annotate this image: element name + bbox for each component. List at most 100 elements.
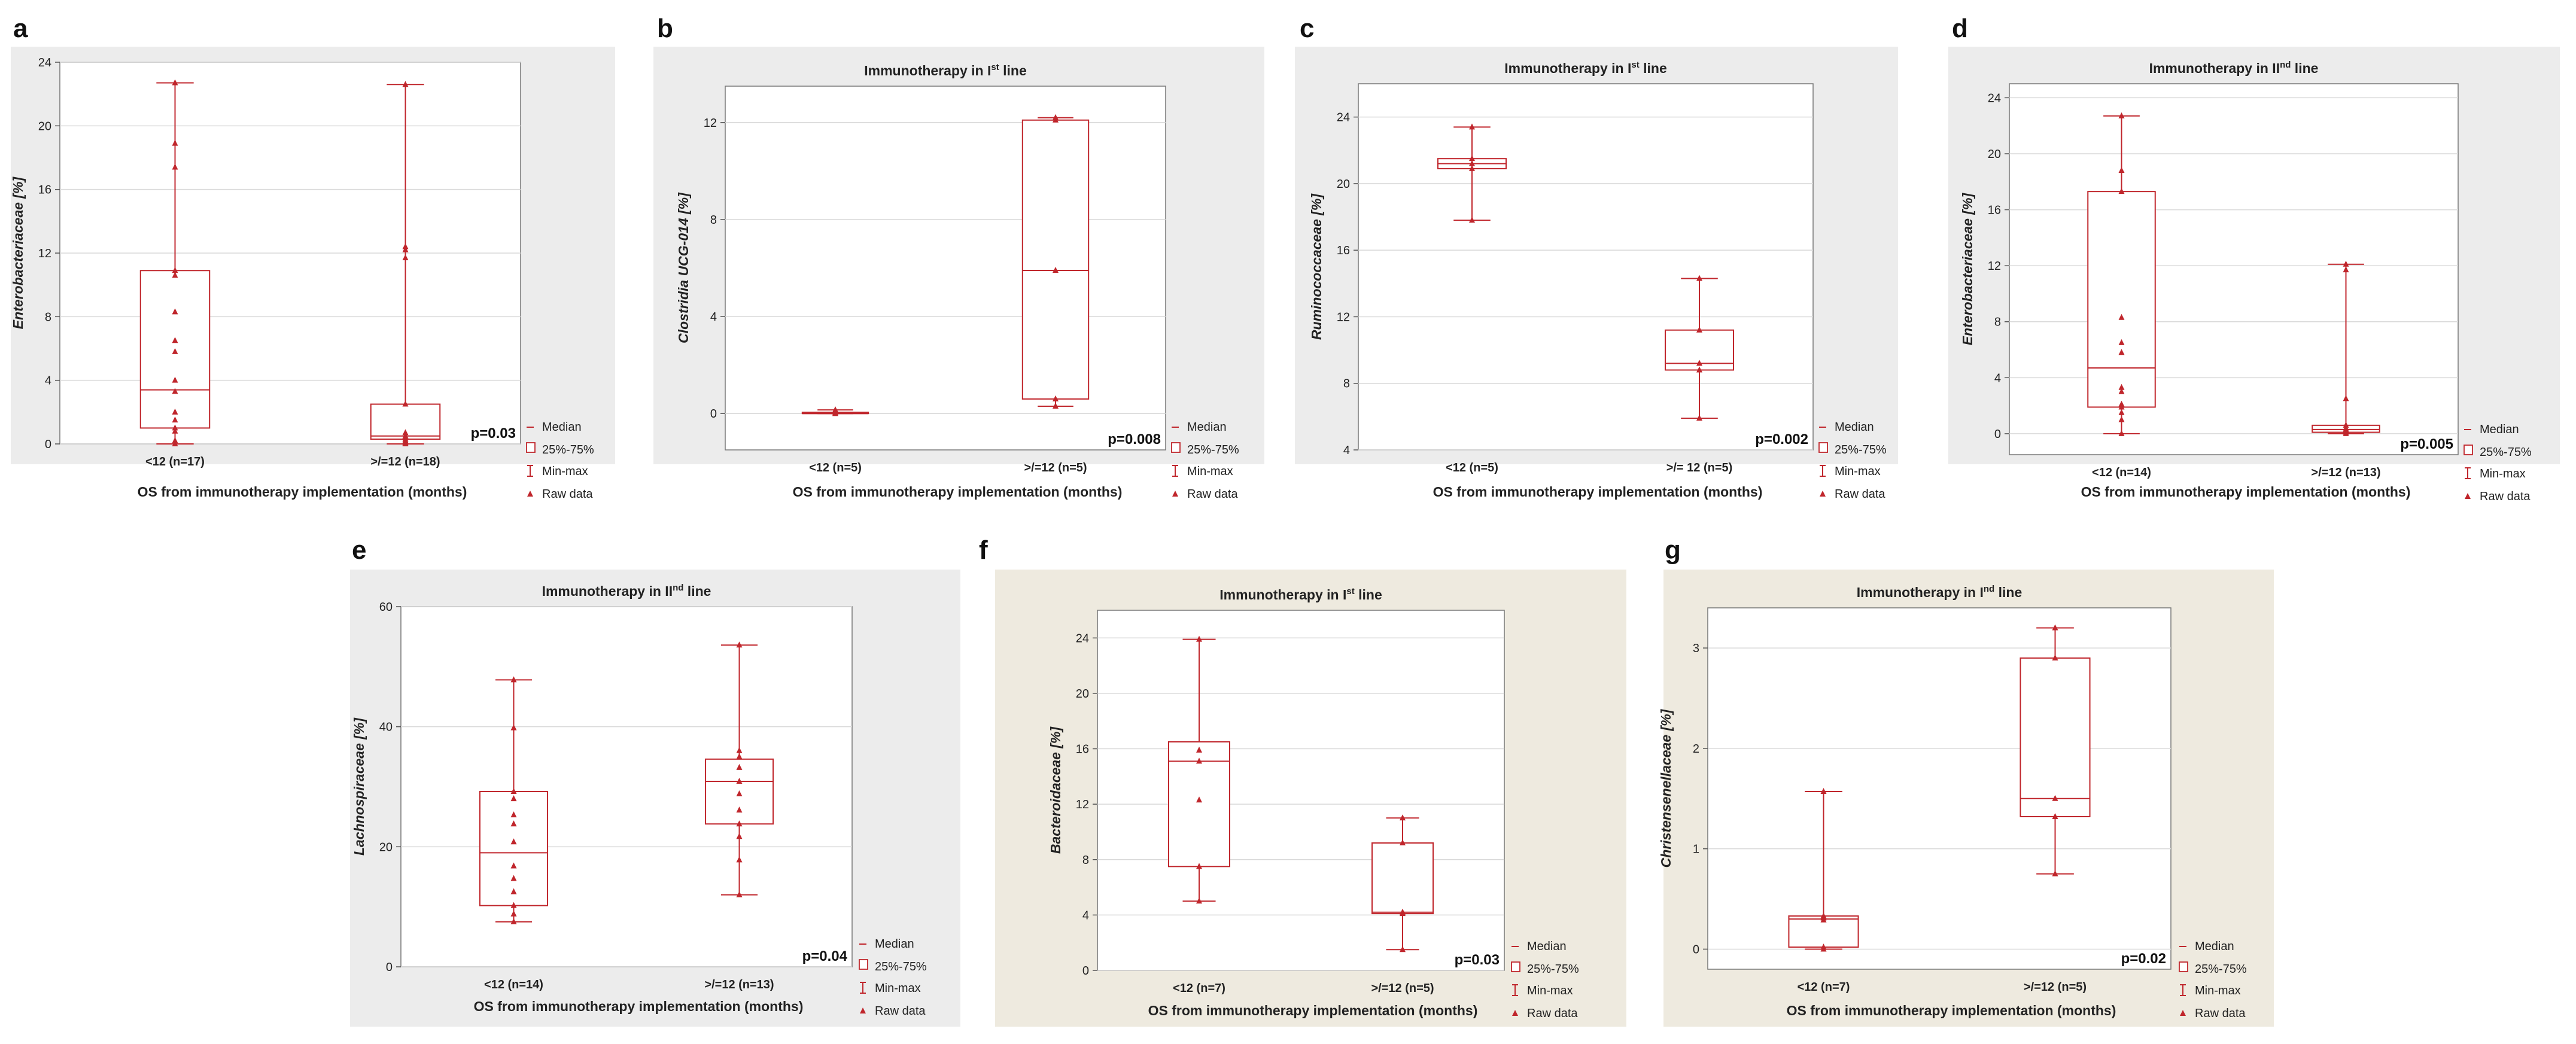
y-tick-label: 24 <box>1076 632 1089 645</box>
title-end: line <box>683 583 711 599</box>
y-tick-label: 40 <box>379 721 393 734</box>
panel-letter: f <box>979 535 988 565</box>
iqr-box <box>479 791 549 906</box>
legend-minmax-label: Min-max <box>875 982 921 995</box>
panel-c: c 4 8 12 16 20 24 Immunotherapy in Ist line Rumi… <box>1295 14 1898 501</box>
raw-point <box>1696 415 1702 421</box>
raw-point <box>1196 897 1202 904</box>
category-label: <12 (n=5) <box>1446 461 1498 474</box>
y-tick-label: 24 <box>38 56 51 69</box>
p-value: p=0.04 <box>802 948 848 964</box>
box-group: <12 (n=7) <box>1168 635 1230 995</box>
y-tick-label: 0 <box>386 961 393 974</box>
y-tick-label: 16 <box>1337 244 1350 257</box>
raw-point <box>736 641 743 648</box>
raw-point <box>1696 366 1702 373</box>
legend: Median 25%-75% Min-max Raw data <box>526 421 594 501</box>
raw-point <box>1469 160 1475 166</box>
raw-point <box>2343 395 2349 401</box>
raw-point <box>402 81 409 87</box>
raw-point <box>402 432 409 439</box>
plot-area <box>1707 607 2171 970</box>
panel-letter: b <box>657 14 673 43</box>
raw-point <box>172 337 178 343</box>
legend-raw-swatch <box>527 491 533 497</box>
raw-point <box>1053 403 1059 409</box>
panel-letter: c <box>1300 14 1314 43</box>
raw-point <box>172 348 178 354</box>
legend-raw-label: Raw data <box>2480 490 2531 503</box>
box-group: <12 (n=5) <box>1437 123 1507 474</box>
p-value: p=0.005 <box>2400 436 2453 452</box>
title-main: Immunotherapy in II <box>2149 60 2280 76</box>
iqr-box <box>1371 842 1434 915</box>
panel-b: b 0 4 8 12 Immunotherapy in Ist line Clostridi… <box>653 14 1264 501</box>
category-label: <12 (n=14) <box>2092 466 2151 479</box>
raw-point <box>1196 757 1202 764</box>
box-group: <12 (n=17) <box>139 79 211 468</box>
title-superscript: st <box>1631 60 1639 70</box>
raw-point <box>2118 416 2125 422</box>
category-label: >/=12 (n=5) <box>1024 461 1087 474</box>
raw-point <box>510 862 517 869</box>
raw-point <box>1196 796 1202 803</box>
legend-median-label: Median <box>2480 423 2519 436</box>
p-value: p=0.03 <box>471 425 516 442</box>
y-tick-label: 16 <box>1076 743 1089 756</box>
title-end: line <box>1640 60 1667 76</box>
chart-title: Immunotherapy in Ind line <box>1857 584 2022 600</box>
legend-iqr-swatch <box>2179 961 2188 972</box>
legend-minmax-label: Min-max <box>1527 984 1573 997</box>
raw-point <box>1696 326 1702 333</box>
chart-title: Immunotherapy in IInd line <box>542 583 711 599</box>
x-axis-label: OS from immunotherapy implementation (mo… <box>1787 1003 2116 1018</box>
raw-point <box>736 891 743 897</box>
raw-point <box>2118 430 2125 436</box>
raw-point <box>172 440 178 446</box>
category-label: <12 (n=17) <box>145 455 205 468</box>
legend-iqr-label: 25%-75% <box>2480 446 2532 459</box>
legend-iqr-swatch <box>859 959 868 970</box>
legend-iqr-swatch <box>1171 442 1181 453</box>
box-group: <12 (n=5) <box>801 406 869 474</box>
raw-point <box>2118 388 2125 394</box>
raw-point <box>510 875 517 881</box>
raw-point <box>510 676 517 683</box>
raw-point <box>1400 814 1406 821</box>
legend-minmax-label: Min-max <box>1835 465 1881 478</box>
y-tick-label: 8 <box>1994 316 2001 329</box>
raw-point <box>172 427 178 434</box>
p-value: p=0.002 <box>1755 431 1808 448</box>
raw-point <box>172 272 178 278</box>
legend-iqr-label: 25%-75% <box>1187 443 1239 456</box>
chart-title: Immunotherapy in IInd line <box>2149 60 2319 76</box>
raw-point <box>1820 943 1827 950</box>
y-tick-label: 4 <box>1082 909 1089 922</box>
raw-point <box>172 308 178 315</box>
raw-point <box>172 376 178 383</box>
legend-median-label: Median <box>1835 421 1874 434</box>
y-tick-label: 0 <box>45 438 51 451</box>
raw-point <box>172 408 178 415</box>
raw-point <box>2118 349 2125 355</box>
title-main: Immunotherapy in I <box>1504 60 1631 76</box>
panel-letter: d <box>1952 14 1968 43</box>
raw-point <box>2343 421 2349 428</box>
iqr-box <box>2087 191 2156 408</box>
raw-point <box>2118 400 2125 407</box>
legend-iqr-label: 25%-75% <box>1835 443 1887 456</box>
legend-raw-label: Raw data <box>1527 1007 1578 1020</box>
legend-iqr-swatch <box>2464 445 2473 455</box>
y-tick-label: 8 <box>710 214 717 227</box>
raw-point <box>510 902 517 908</box>
legend-raw-swatch <box>1172 491 1178 497</box>
p-value: p=0.03 <box>1455 952 1500 968</box>
legend-raw-swatch <box>860 1008 866 1013</box>
x-axis-label: OS from immunotherapy implementation (mo… <box>138 484 467 500</box>
raw-point <box>2343 260 2349 267</box>
panel-d: d 0 4 8 12 16 20 24 Immunotherapy in IInd line En… <box>1948 14 2560 503</box>
raw-point <box>402 246 409 252</box>
raw-point <box>172 416 178 423</box>
panel-a: a 0 4 8 12 16 20 24 Enterobacteriaceae [%] OS fro… <box>10 14 615 501</box>
box-group: <12 (n=14) <box>479 676 549 991</box>
